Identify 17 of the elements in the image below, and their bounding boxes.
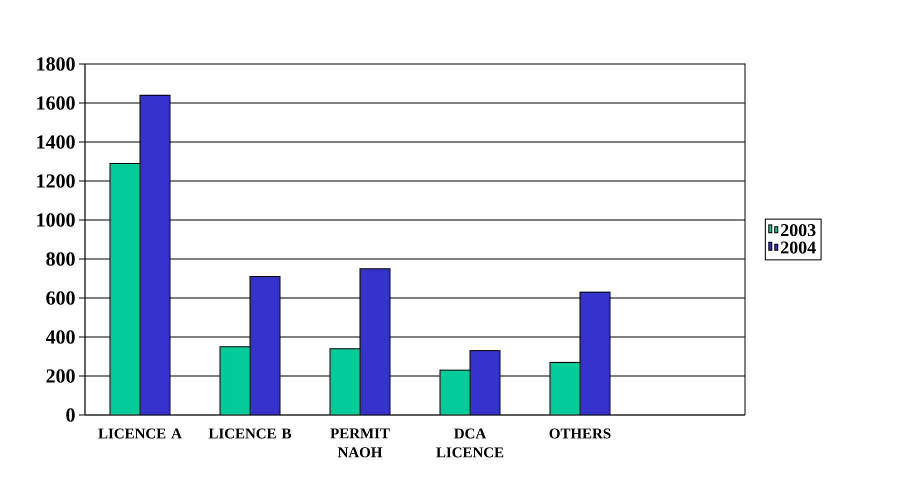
y-tick-label: 1400 [37, 135, 75, 149]
y-tick-label: 200 [46, 369, 75, 383]
y-tick-label: 1800 [37, 57, 75, 71]
legend-label: 2004 [780, 241, 816, 254]
x-tick-label: PERMIT NAOH [330, 428, 390, 458]
y-tick-label: 800 [46, 252, 75, 266]
y-tick-label: 1600 [37, 96, 75, 110]
y-tick-label: 1000 [37, 213, 75, 227]
legend-label: 2003 [780, 224, 816, 236]
x-tick-label: DCA LICENCE [436, 428, 504, 458]
y-tick-label: 400 [46, 330, 75, 344]
y-tick-label: 600 [46, 291, 75, 305]
x-tick-label: LICENCE B [208, 428, 292, 439]
y-tick-label: 1200 [37, 174, 75, 188]
x-tick-label: LICENCE A [98, 428, 182, 439]
y-tick-label: 0 [66, 408, 75, 422]
x-tick-label: OTHERS [550, 428, 611, 439]
